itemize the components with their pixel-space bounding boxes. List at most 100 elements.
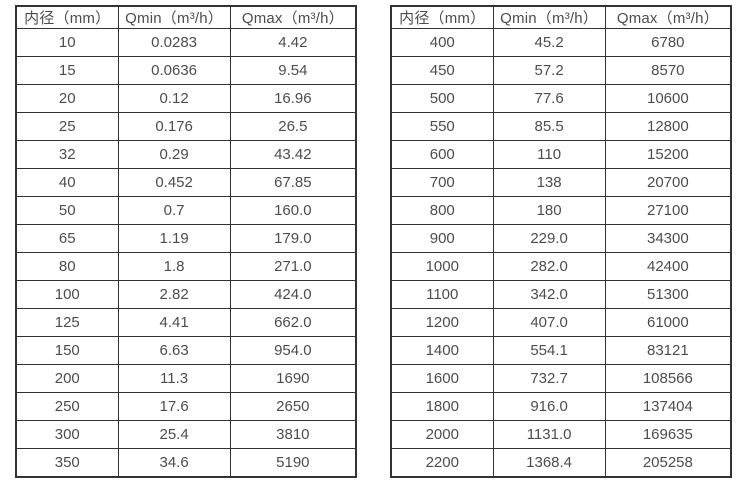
- table-cell: 9.54: [229, 55, 357, 85]
- table-cell: 3810: [229, 419, 357, 449]
- table-cell: 1368.4: [492, 447, 606, 478]
- table-row: 100 2.82 424.0: [15, 279, 357, 309]
- table-cell: 1131.0: [492, 419, 606, 449]
- column-header: Qmax（m³/h）: [604, 5, 732, 29]
- table-cell: 0.176: [117, 111, 231, 141]
- table-cell: 954.0: [229, 335, 357, 365]
- table-cell: 57.2: [492, 55, 606, 85]
- table-cell: 916.0: [492, 391, 606, 421]
- table-cell: 150: [15, 335, 119, 365]
- table-row: 1200 407.0 61000: [390, 307, 732, 337]
- column-header: 内径（mm）: [15, 5, 119, 29]
- table-row: 10 0.0283 4.42: [15, 28, 357, 57]
- table-row: 1400 554.1 83121: [390, 335, 732, 365]
- table-row: 350 34.6 5190: [15, 447, 357, 478]
- table-cell: 1000: [390, 251, 494, 281]
- table-cell: 600: [390, 139, 494, 169]
- table-cell: 1100: [390, 279, 494, 309]
- table-cell: 282.0: [492, 251, 606, 281]
- table-cell: 342.0: [492, 279, 606, 309]
- table-row: 50 0.7 160.0: [15, 195, 357, 225]
- table-cell: 16.96: [229, 83, 357, 113]
- table-row: 25 0.176 26.5: [15, 111, 357, 141]
- table-row: 500 77.6 10600: [390, 83, 732, 113]
- table-cell: 12800: [604, 111, 732, 141]
- table-cell: 77.6: [492, 83, 606, 113]
- table-row: 600 110 15200: [390, 139, 732, 169]
- table-row: 80 1.8 271.0: [15, 251, 357, 281]
- table-cell: 400: [390, 28, 494, 57]
- table-row: 65 1.19 179.0: [15, 223, 357, 253]
- table-cell: 180: [492, 195, 606, 225]
- table-cell: 1.8: [117, 251, 231, 281]
- table-cell: 80: [15, 251, 119, 281]
- table-row: 15 0.0636 9.54: [15, 55, 357, 85]
- table-cell: 34300: [604, 223, 732, 253]
- table-cell: 25: [15, 111, 119, 141]
- table-cell: 200: [15, 363, 119, 393]
- table-cell: 160.0: [229, 195, 357, 225]
- table-cell: 26.5: [229, 111, 357, 141]
- table-cell: 2.82: [117, 279, 231, 309]
- table-cell: 2650: [229, 391, 357, 421]
- table-cell: 42400: [604, 251, 732, 281]
- table-cell: 125: [15, 307, 119, 337]
- table-row: 400 45.2 6780: [390, 28, 732, 57]
- table-cell: 83121: [604, 335, 732, 365]
- table-cell: 300: [15, 419, 119, 449]
- table-row: 700 138 20700: [390, 167, 732, 197]
- table-cell: 6.63: [117, 335, 231, 365]
- table-cell: 4.41: [117, 307, 231, 337]
- flow-table-small-diameters: 内径（mm） Qmin（m³/h） Qmax（m³/h） 10 0.0283 4.42 15…: [15, 5, 357, 478]
- header-row: 内径（mm） Qmin（m³/h） Qmax（m³/h）: [15, 5, 357, 29]
- table-cell: 27100: [604, 195, 732, 225]
- table-cell: 5190: [229, 447, 357, 478]
- table-cell: 205258: [604, 447, 732, 478]
- table-cell: 0.7: [117, 195, 231, 225]
- table-cell: 20: [15, 83, 119, 113]
- table-cell: 10600: [604, 83, 732, 113]
- table-cell: 662.0: [229, 307, 357, 337]
- table-cell: 108566: [604, 363, 732, 393]
- table-row: 200 11.3 1690: [15, 363, 357, 393]
- table-cell: 10: [15, 28, 119, 57]
- table-cell: 229.0: [492, 223, 606, 253]
- table-row: 1100 342.0 51300: [390, 279, 732, 309]
- column-header: 内径（mm）: [390, 5, 494, 29]
- table-row: 150 6.63 954.0: [15, 335, 357, 365]
- header-row: 内径（mm） Qmin（m³/h） Qmax（m³/h）: [390, 5, 732, 29]
- table-cell: 85.5: [492, 111, 606, 141]
- table-row: 125 4.41 662.0: [15, 307, 357, 337]
- table-cell: 500: [390, 83, 494, 113]
- table-cell: 450: [390, 55, 494, 85]
- table-row: 800 180 27100: [390, 195, 732, 225]
- table-cell: 800: [390, 195, 494, 225]
- table-cell: 179.0: [229, 223, 357, 253]
- table-cell: 20700: [604, 167, 732, 197]
- table-row: 250 17.6 2650: [15, 391, 357, 421]
- table-cell: 65: [15, 223, 119, 253]
- table-row: 2200 1368.4 205258: [390, 447, 732, 478]
- table-row: 300 25.4 3810: [15, 419, 357, 449]
- table-row: 900 229.0 34300: [390, 223, 732, 253]
- table-row: 1800 916.0 137404: [390, 391, 732, 421]
- table-row: 32 0.29 43.42: [15, 139, 357, 169]
- table-row: 20 0.12 16.96: [15, 83, 357, 113]
- table-cell: 51300: [604, 279, 732, 309]
- table-cell: 424.0: [229, 279, 357, 309]
- table-cell: 0.0283: [117, 28, 231, 57]
- table-cell: 25.4: [117, 419, 231, 449]
- table-cell: 1.19: [117, 223, 231, 253]
- table-cell: 43.42: [229, 139, 357, 169]
- table-cell: 0.29: [117, 139, 231, 169]
- column-header: Qmax（m³/h）: [229, 5, 357, 29]
- table-cell: 169635: [604, 419, 732, 449]
- table-cell: 554.1: [492, 335, 606, 365]
- table-cell: 138: [492, 167, 606, 197]
- table-cell: 1200: [390, 307, 494, 337]
- table-cell: 350: [15, 447, 119, 478]
- table-row: 40 0.452 67.85: [15, 167, 357, 197]
- table-row: 450 57.2 8570: [390, 55, 732, 85]
- table-cell: 8570: [604, 55, 732, 85]
- table-cell: 700: [390, 167, 494, 197]
